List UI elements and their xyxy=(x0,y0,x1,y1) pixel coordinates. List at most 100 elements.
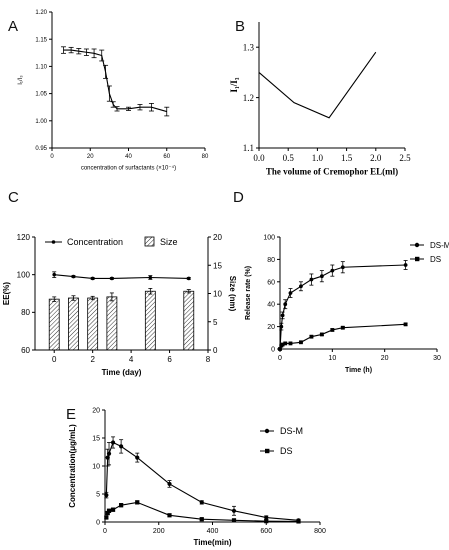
y-tick-label: 80 xyxy=(21,308,30,317)
chart-d: 0 10 20 30 0 20 40 60 80 100 Time (h) Release rate … xyxy=(245,234,449,374)
y-tick-label: 1.1 xyxy=(243,143,254,153)
y-tick-label: 1.05 xyxy=(35,92,47,98)
x-tick-label: 600 xyxy=(260,528,272,535)
y2-tick-label: 5 xyxy=(213,318,218,327)
x-tick-label: 2.5 xyxy=(399,153,411,163)
data-point xyxy=(280,342,285,347)
data-point xyxy=(279,324,284,329)
series-line xyxy=(258,51,377,119)
x-tick-label: 40 xyxy=(125,154,132,160)
y-tick-label: 0 xyxy=(271,346,275,353)
y-tick-label: 100 xyxy=(17,270,31,279)
data-point xyxy=(135,500,140,505)
legend-marker xyxy=(264,428,270,434)
y2-tick-label: 0 xyxy=(213,346,218,355)
data-point xyxy=(104,515,109,520)
legend-swatch xyxy=(144,236,155,247)
panel-label-d: D xyxy=(233,189,244,206)
legend-label: DS-M xyxy=(280,426,303,436)
y-tick-label: 0.95 xyxy=(35,146,47,152)
bar xyxy=(106,296,118,351)
bar xyxy=(48,298,60,351)
panel-b: B 0.0 0.5 1.0 1.5 2.0 2.5 1.1 1.2 1.3 The volume … xyxy=(225,0,449,185)
y-tick-label: 1.10 xyxy=(35,65,47,71)
series-line xyxy=(279,264,406,350)
x-axis-label: Time(min) xyxy=(193,538,231,547)
panel-c: C 0 2 4 6 8 60 80 100 120 Time (day) EE(%) 0 5 10 15 20… xyxy=(0,185,237,377)
data-point xyxy=(105,455,110,460)
data-point xyxy=(278,347,282,351)
x-tick-label: 800 xyxy=(314,528,326,535)
data-point xyxy=(340,265,345,270)
data-point xyxy=(299,340,303,345)
panel-label-e: E xyxy=(66,406,77,423)
panel-label-b: B xyxy=(235,18,246,35)
data-point xyxy=(283,341,288,346)
x-tick-label: 10 xyxy=(328,355,336,362)
data-point xyxy=(231,518,237,523)
data-point xyxy=(167,513,172,518)
y-tick-label: 120 xyxy=(17,233,31,242)
panel-a: A 0 20 40 60 80 0.95 1.00 1.05 1.10 1.15 1.20 conce… xyxy=(0,0,225,185)
x-tick-label: 2 xyxy=(90,355,95,364)
data-point xyxy=(340,325,345,330)
data-point xyxy=(330,268,335,273)
x-axis-label: concentration of surfactants (×10⁻⁴) xyxy=(81,165,176,172)
y-tick-label: 40 xyxy=(267,302,275,309)
data-point xyxy=(106,508,112,513)
legend-marker xyxy=(414,242,420,248)
data-point xyxy=(167,481,172,487)
x-tick-label: 20 xyxy=(381,355,389,362)
x-axis-label: The volume of Cremophor EL(ml) xyxy=(266,166,398,176)
data-point xyxy=(110,440,116,445)
data-point xyxy=(104,493,109,498)
chart-a: 0 20 40 60 80 0.95 1.00 1.05 1.10 1.15 1.20 concent… xyxy=(18,10,209,172)
x-tick-label: 30 xyxy=(433,355,441,362)
x-tick-label: 0.0 xyxy=(253,153,265,163)
y-tick-label: 5 xyxy=(96,491,100,498)
data-point xyxy=(296,519,301,524)
x-tick-label: 0.5 xyxy=(283,153,295,163)
panel-label-a: A xyxy=(8,18,19,35)
y-tick-label: 0 xyxy=(96,519,100,526)
x-tick-label: 200 xyxy=(153,528,165,535)
y-axis-label: I₁/I₃ xyxy=(18,75,24,85)
panel-label-c: C xyxy=(8,189,19,206)
y-tick-label: 20 xyxy=(267,324,275,331)
y-tick-label: 60 xyxy=(267,279,275,286)
data-point xyxy=(105,510,110,516)
x-tick-label: 20 xyxy=(87,154,94,160)
data-point xyxy=(288,341,293,346)
legend-label: DS xyxy=(430,255,441,264)
y-tick-label: 1.2 xyxy=(243,93,254,103)
panel-d: D 0 10 20 30 0 20 40 60 80 100 Time (h) Release rat… xyxy=(225,185,449,375)
data-point xyxy=(299,284,303,289)
data-point xyxy=(135,455,140,460)
bar xyxy=(144,290,156,351)
x-tick-label: 1.0 xyxy=(312,153,324,163)
y2-tick-label: 15 xyxy=(213,261,222,270)
data-point xyxy=(330,328,335,332)
data-point xyxy=(403,322,408,327)
data-point xyxy=(110,507,116,512)
data-point xyxy=(199,500,204,505)
y-tick-label: 1.00 xyxy=(35,119,47,125)
y2-axis-label: Size (nm) xyxy=(228,276,237,312)
data-point xyxy=(264,519,269,524)
data-point xyxy=(231,508,237,513)
data-point xyxy=(288,291,293,295)
x-tick-label: 6 xyxy=(167,355,172,364)
y2-tick-label: 10 xyxy=(213,290,222,299)
y2-tick-label: 20 xyxy=(213,233,222,242)
x-axis-label: Time (day) xyxy=(102,368,142,377)
x-tick-label: 2.0 xyxy=(370,153,382,163)
y-tick-label: 80 xyxy=(267,257,275,264)
y-axis-label: Concentration(μg/mL) xyxy=(68,424,77,508)
data-point xyxy=(119,444,124,449)
data-point xyxy=(403,263,408,267)
x-axis-label: Time (h) xyxy=(345,367,372,374)
y-tick-label: 1.15 xyxy=(35,37,47,43)
y-tick-label: 20 xyxy=(92,407,100,414)
chart-c: 0 2 4 6 8 60 80 100 120 Time (day) EE(%) 0 5 10 15 20 Si… xyxy=(2,233,237,377)
y-tick-label: 1.3 xyxy=(243,42,255,52)
